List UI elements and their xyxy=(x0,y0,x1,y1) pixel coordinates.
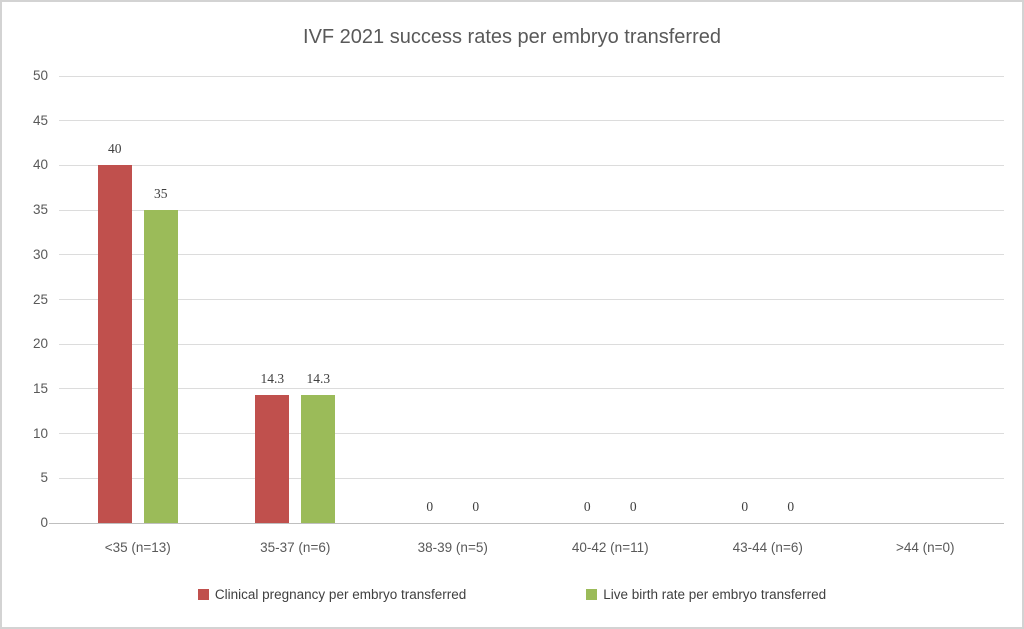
legend-label: Clinical pregnancy per embryo transferre… xyxy=(214,587,467,602)
y-axis-tick-label: 25 xyxy=(32,291,48,307)
bar-live-birth xyxy=(143,210,178,523)
y-axis-tick-label: 10 xyxy=(32,425,48,441)
legend: Clinical pregnancy per embryo transferre… xyxy=(2,587,1022,602)
legend-swatch xyxy=(586,589,598,600)
legend-item: Clinical pregnancy per embryo transferre… xyxy=(197,587,467,602)
x-axis-category-label: 40-42 (n=11) xyxy=(571,540,649,555)
gridline xyxy=(59,343,1004,345)
gridline xyxy=(59,433,1004,435)
gridline xyxy=(59,477,1004,479)
y-axis-tick-label: 50 xyxy=(32,68,48,83)
data-label: 0 xyxy=(426,499,434,514)
y-axis-tick-label: 20 xyxy=(32,336,48,352)
gridline xyxy=(59,120,1004,122)
y-axis-tick-label: 0 xyxy=(40,515,48,530)
data-label: 0 xyxy=(583,499,591,514)
x-axis-category-label: 43-44 (n=6) xyxy=(732,540,803,555)
data-label: 14.3 xyxy=(306,371,331,387)
x-axis-category-label: <35 (n=13) xyxy=(104,540,171,555)
y-axis-tick-label: 45 xyxy=(32,112,48,128)
y-axis-tick-label: 5 xyxy=(40,470,48,486)
data-label: 35 xyxy=(154,186,168,202)
gridline xyxy=(59,209,1004,211)
y-axis-tick-label: 30 xyxy=(32,246,48,262)
x-axis-category-label: 38-39 (n=5) xyxy=(417,540,488,555)
x-axis-category-label: 35-37 (n=6) xyxy=(260,540,331,555)
gridline xyxy=(59,388,1004,390)
gridline xyxy=(59,254,1004,256)
data-label: 0 xyxy=(472,499,480,514)
bar-clinical-pregnancy xyxy=(255,395,290,523)
bar-live-birth xyxy=(301,395,336,523)
bar-clinical-pregnancy xyxy=(97,165,132,523)
data-label: 40 xyxy=(108,141,122,157)
data-label: 0 xyxy=(787,499,795,514)
legend-swatch xyxy=(197,589,209,600)
y-axis-tick-label: 15 xyxy=(32,380,48,396)
data-label: 0 xyxy=(741,499,749,514)
gridline xyxy=(59,75,1004,77)
legend-item: Live birth rate per embryo transferred xyxy=(586,587,826,602)
chart-title: IVF 2021 success rates per embryo transf… xyxy=(303,26,721,48)
gridline xyxy=(59,299,1004,300)
gridline xyxy=(59,164,1004,166)
data-label: 0 xyxy=(629,499,637,514)
legend-label: Live birth rate per embryo transferred xyxy=(603,587,827,602)
data-label: 14.3 xyxy=(260,371,285,387)
x-axis-line xyxy=(49,522,1004,524)
y-axis-tick-label: 35 xyxy=(32,202,48,218)
x-axis-category-label: >44 (n=0) xyxy=(895,540,955,555)
y-axis-tick-label: 40 xyxy=(32,157,48,173)
